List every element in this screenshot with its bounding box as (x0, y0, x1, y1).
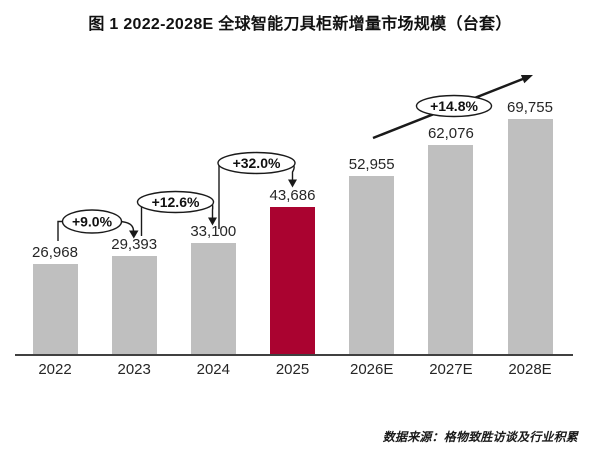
bar-2025 (270, 207, 315, 355)
bar-2024 (190, 243, 236, 355)
bar-value-label-2027E: 62,076 (427, 124, 474, 142)
bar-value-label-2026E: 52,955 (348, 155, 395, 173)
bar-2027E (428, 144, 474, 355)
x-axis-label-2025: 2025 (275, 361, 310, 378)
bar-value-label-2024: 33,100 (190, 223, 237, 240)
x-axis-line (15, 354, 573, 356)
bar-value-label-2025: 43,686 (269, 187, 316, 205)
trend-arrowhead-icon (520, 75, 533, 84)
annotation-oval-3 (415, 94, 493, 118)
annotation-oval-2 (217, 151, 296, 175)
annotation-bracket-right-2 (291, 163, 295, 180)
x-axis-label-2027E: 2027E (429, 361, 473, 378)
x-axis-label-2024: 2024 (196, 361, 230, 378)
x-axis-label-2022: 2022 (38, 361, 72, 378)
data-source-note: 数据来源：格物致胜访谈及行业积累 (382, 430, 578, 444)
bar-value-label-2028E: 69,755 (507, 98, 553, 116)
x-axis-label-2023: 2023 (117, 361, 151, 378)
x-axis-label-2026E: 2026E (350, 361, 394, 378)
growth-label-0: +9.0% (72, 214, 113, 230)
annotation-bracket-right-1 (209, 201, 214, 218)
bar-2023 (111, 255, 157, 355)
bar-value-label-2022: 26,968 (32, 243, 78, 261)
chart-title: 图 1 2022-2028E 全球智能刀具柜新增量市场规模（台套） (88, 16, 512, 33)
annotation-oval-1 (136, 190, 215, 214)
bar-2028E (507, 118, 553, 355)
x-axis-label-2028E: 2028E (508, 361, 552, 378)
bar-value-label-2023: 29,393 (111, 235, 158, 253)
growth-label-2: +32.0% (233, 155, 281, 171)
bar-2026E (349, 175, 395, 355)
growth-label-3: +14.8% (430, 98, 478, 114)
annotation-bracket-right-0 (118, 220, 135, 232)
bar-2022 (32, 263, 78, 355)
growth-label-1: +12.6% (152, 194, 200, 210)
annotation-bracket-left-0 (57, 220, 63, 241)
annotation-oval-0 (61, 209, 123, 234)
